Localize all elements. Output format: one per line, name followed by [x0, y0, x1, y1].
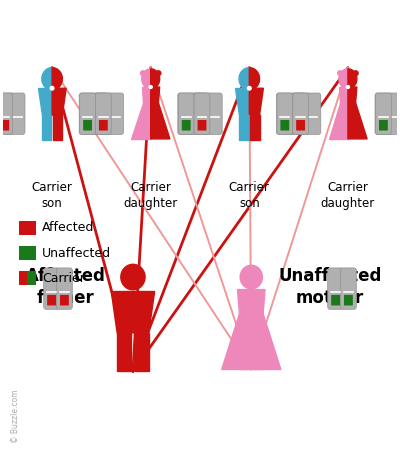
Text: Carrier
son: Carrier son — [32, 181, 72, 210]
FancyBboxPatch shape — [18, 271, 28, 285]
Text: Carrier
son: Carrier son — [229, 181, 270, 210]
Polygon shape — [142, 69, 151, 89]
Text: Unaffected
mother: Unaffected mother — [278, 266, 382, 307]
Polygon shape — [151, 69, 160, 89]
FancyBboxPatch shape — [280, 120, 289, 130]
FancyBboxPatch shape — [182, 120, 191, 130]
Polygon shape — [52, 68, 62, 90]
Ellipse shape — [50, 86, 55, 91]
FancyBboxPatch shape — [60, 295, 69, 306]
FancyBboxPatch shape — [198, 120, 206, 130]
Polygon shape — [329, 103, 348, 139]
FancyBboxPatch shape — [388, 93, 400, 135]
FancyBboxPatch shape — [344, 295, 353, 306]
Ellipse shape — [140, 70, 146, 77]
Text: Carrier
daughter: Carrier daughter — [124, 181, 178, 210]
Text: © Buzzle.com: © Buzzle.com — [11, 390, 20, 443]
Polygon shape — [222, 314, 281, 369]
FancyBboxPatch shape — [96, 93, 111, 135]
Polygon shape — [348, 69, 357, 89]
Ellipse shape — [247, 86, 252, 91]
Text: Affected
father: Affected father — [26, 266, 106, 307]
Text: Unaffected: Unaffected — [42, 247, 111, 260]
FancyBboxPatch shape — [194, 93, 210, 135]
Text: Carrier
daughter: Carrier daughter — [321, 181, 375, 210]
Polygon shape — [235, 88, 249, 115]
Polygon shape — [339, 87, 348, 103]
Polygon shape — [151, 87, 160, 103]
Polygon shape — [52, 88, 66, 115]
Ellipse shape — [346, 85, 350, 89]
FancyBboxPatch shape — [276, 93, 292, 135]
FancyBboxPatch shape — [92, 93, 108, 135]
FancyBboxPatch shape — [44, 268, 60, 309]
FancyBboxPatch shape — [9, 93, 25, 135]
Polygon shape — [249, 68, 260, 90]
Polygon shape — [111, 292, 155, 333]
Polygon shape — [239, 68, 249, 90]
FancyBboxPatch shape — [289, 93, 305, 135]
FancyBboxPatch shape — [83, 120, 92, 130]
FancyBboxPatch shape — [56, 268, 72, 309]
Polygon shape — [53, 115, 62, 140]
FancyBboxPatch shape — [18, 221, 36, 235]
Polygon shape — [142, 87, 151, 103]
Polygon shape — [132, 103, 151, 139]
Ellipse shape — [337, 70, 344, 77]
Polygon shape — [249, 88, 264, 115]
Polygon shape — [339, 69, 348, 89]
Polygon shape — [117, 333, 131, 371]
FancyBboxPatch shape — [95, 93, 111, 135]
FancyBboxPatch shape — [376, 93, 391, 135]
Polygon shape — [38, 88, 52, 115]
FancyBboxPatch shape — [206, 93, 222, 135]
Ellipse shape — [352, 70, 359, 77]
FancyBboxPatch shape — [0, 93, 13, 135]
FancyBboxPatch shape — [194, 93, 209, 135]
Ellipse shape — [155, 70, 162, 77]
FancyBboxPatch shape — [79, 93, 95, 135]
FancyBboxPatch shape — [292, 93, 308, 135]
Ellipse shape — [120, 264, 146, 291]
FancyBboxPatch shape — [305, 93, 321, 135]
FancyBboxPatch shape — [178, 93, 194, 135]
FancyBboxPatch shape — [0, 120, 9, 130]
FancyBboxPatch shape — [296, 120, 305, 130]
FancyBboxPatch shape — [379, 120, 388, 130]
FancyBboxPatch shape — [375, 93, 391, 135]
Polygon shape — [238, 290, 265, 314]
Text: Carrier: Carrier — [42, 271, 85, 284]
FancyBboxPatch shape — [277, 93, 293, 135]
FancyBboxPatch shape — [0, 93, 12, 135]
FancyBboxPatch shape — [47, 295, 56, 306]
FancyBboxPatch shape — [293, 93, 308, 135]
FancyBboxPatch shape — [340, 268, 356, 309]
FancyBboxPatch shape — [18, 246, 36, 260]
Polygon shape — [253, 357, 263, 369]
Polygon shape — [348, 87, 357, 103]
Polygon shape — [240, 357, 249, 369]
Polygon shape — [135, 333, 149, 371]
FancyBboxPatch shape — [328, 268, 344, 309]
FancyBboxPatch shape — [191, 93, 206, 135]
Ellipse shape — [240, 265, 263, 290]
Polygon shape — [250, 115, 260, 140]
FancyBboxPatch shape — [178, 93, 194, 135]
Text: Affected: Affected — [42, 221, 94, 234]
FancyBboxPatch shape — [331, 295, 340, 306]
Polygon shape — [348, 103, 367, 139]
Polygon shape — [42, 115, 52, 140]
FancyBboxPatch shape — [28, 271, 36, 285]
FancyBboxPatch shape — [99, 120, 108, 130]
Polygon shape — [239, 115, 249, 140]
FancyBboxPatch shape — [80, 93, 96, 135]
Ellipse shape — [148, 85, 153, 89]
FancyBboxPatch shape — [108, 93, 124, 135]
Polygon shape — [42, 68, 52, 90]
Polygon shape — [151, 103, 170, 139]
